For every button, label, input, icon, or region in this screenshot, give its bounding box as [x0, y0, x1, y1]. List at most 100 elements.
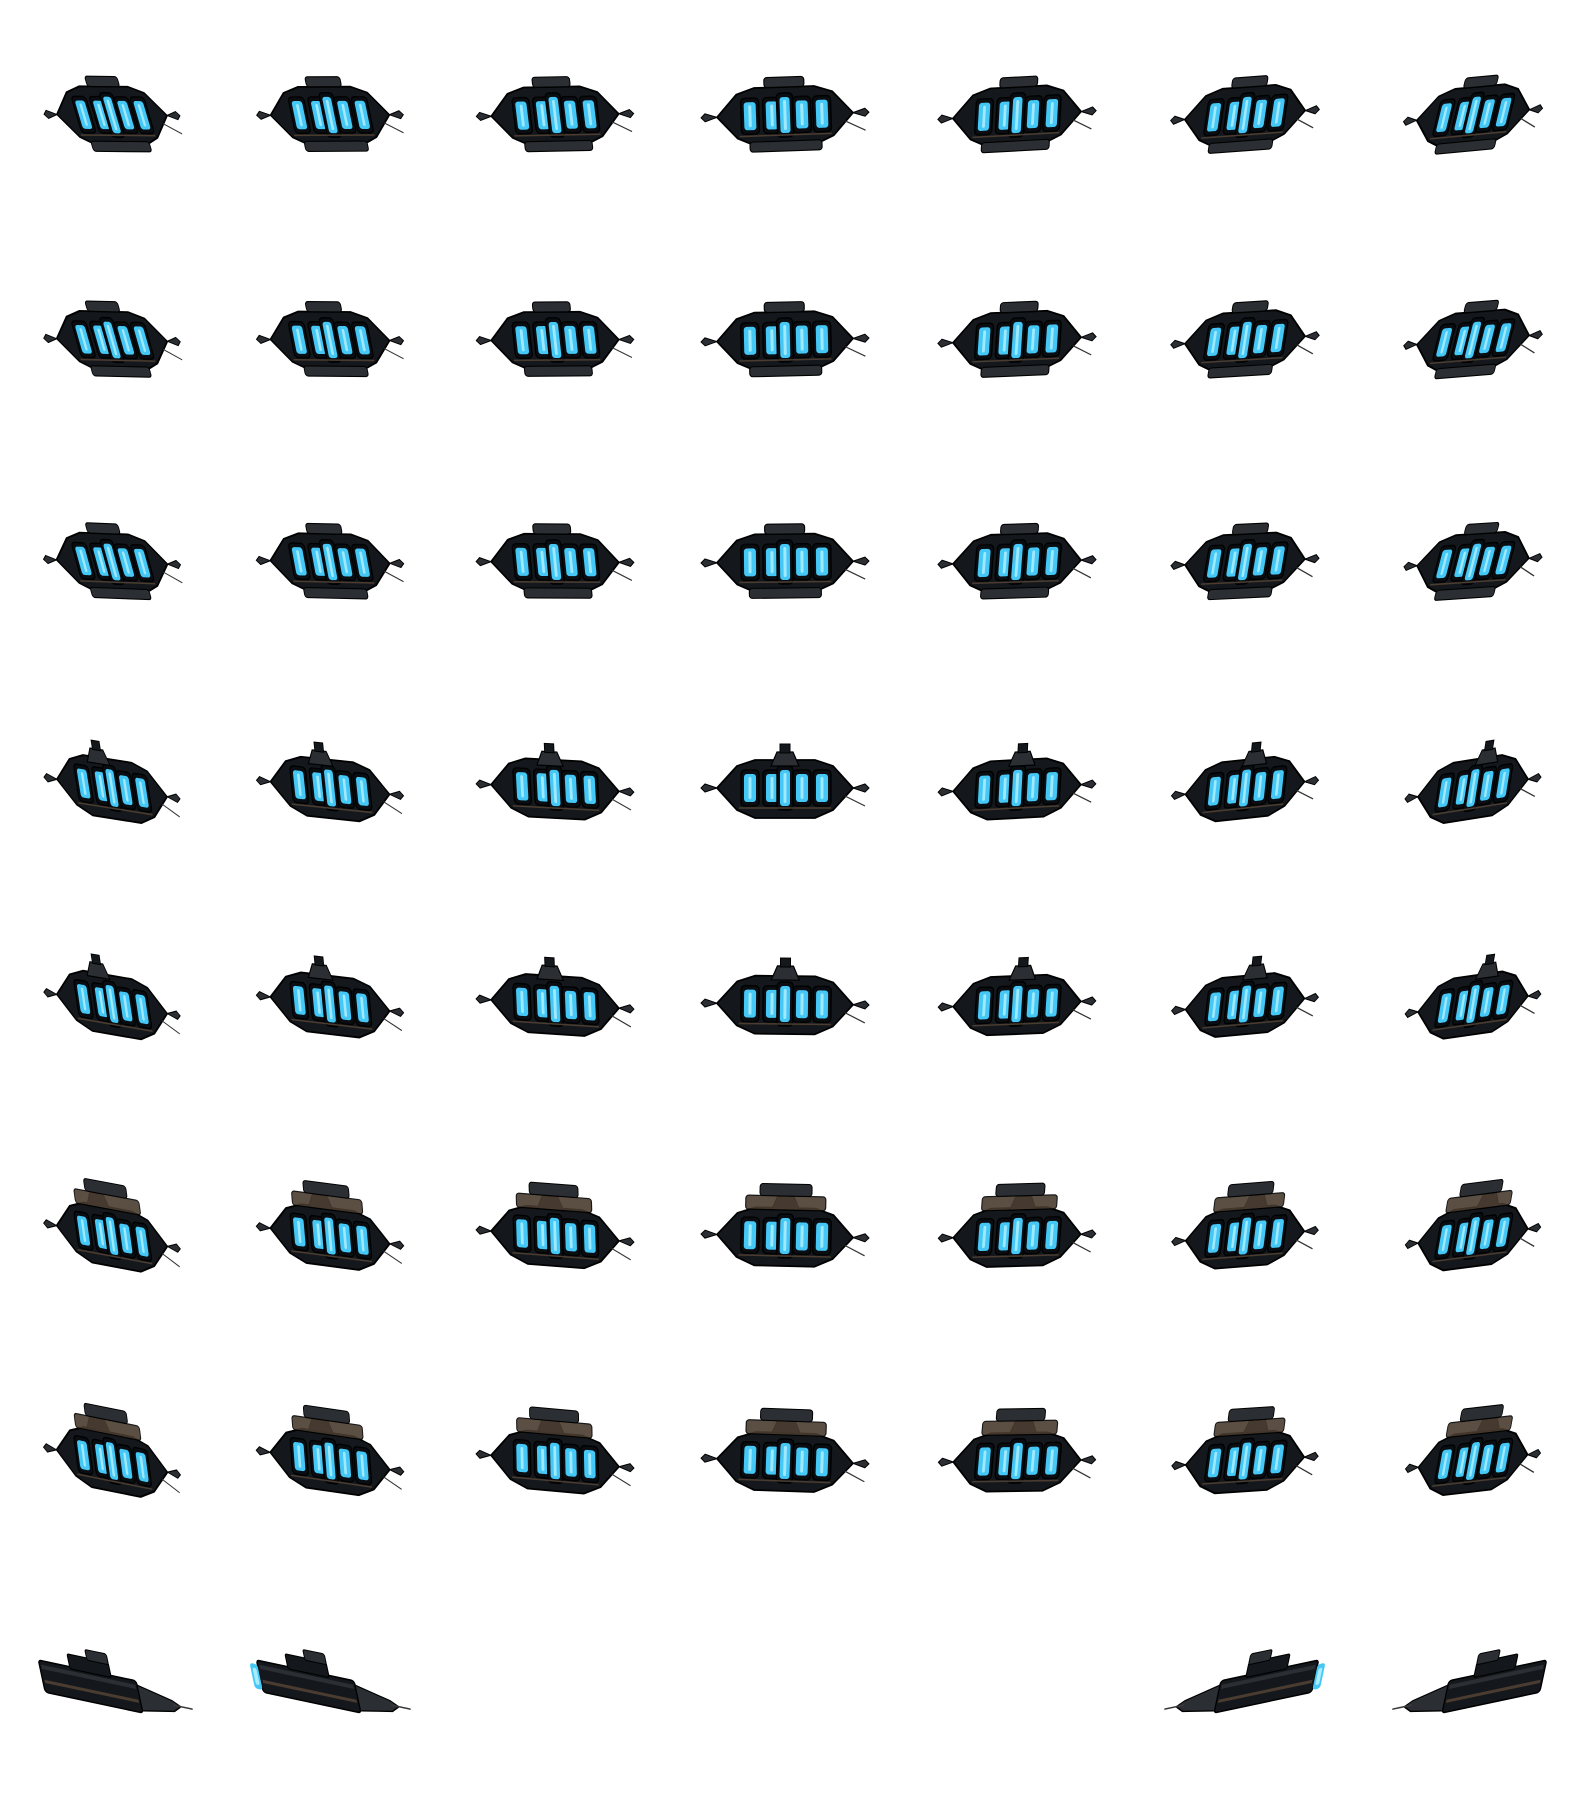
ship-sprite: [255, 1180, 405, 1271]
sprite-frame-r6-c3: [465, 1161, 645, 1311]
ship-sprite: [937, 300, 1097, 378]
sprite-frame-r7-c5: [927, 1386, 1107, 1536]
sprite-frame-r2-c1: [22, 265, 202, 415]
sprite-frame-r3-c5: [927, 487, 1107, 637]
ship-sprite: [1404, 953, 1542, 1040]
ship-sprite: [43, 953, 181, 1041]
sprite-frame-r5-c1: [22, 929, 202, 1079]
sprite-frame-r4-c1: [22, 713, 202, 863]
sprite-frame-r6-c2: [240, 1161, 420, 1311]
sprite-frame-r7-c1: [22, 1386, 202, 1536]
ship-sprite: [937, 1407, 1097, 1493]
ship-sprite: [475, 1181, 635, 1270]
ship-sprite: [256, 76, 404, 152]
sprite-frame-r7-c2: [240, 1386, 420, 1536]
ship-sprite: [475, 742, 635, 821]
ship-sprite: [700, 301, 870, 378]
sprite-frame-r5-c4: [695, 929, 875, 1079]
ship-sprite: [1171, 1406, 1319, 1495]
sprite-frame-r8-c6: [1155, 1615, 1335, 1765]
ship-sprite: [475, 523, 635, 599]
ship-sprite: [475, 301, 635, 377]
sprite-frame-r3-c6: [1155, 487, 1335, 637]
ship-sprite: [43, 739, 181, 824]
sprite-frame-r1-c1: [22, 40, 202, 190]
ship-sprite: [38, 1649, 193, 1714]
ship-sprite: [475, 1406, 635, 1495]
ship-sprite: [1170, 741, 1320, 823]
ship-sprite: [1171, 1180, 1319, 1270]
ship-sprite: [700, 1182, 870, 1268]
ship-sprite: [1403, 521, 1543, 601]
ship-sprite: [937, 956, 1097, 1037]
sprite-frame-r3-c3: [465, 487, 645, 637]
ship-sprite: [255, 955, 405, 1039]
ship-sprite: [1392, 1649, 1547, 1714]
sprite-frame-r8-c7: [1383, 1615, 1563, 1765]
ship-sprite: [937, 742, 1097, 821]
ship-sprite: [937, 522, 1097, 600]
ship-sprite: [1404, 1178, 1542, 1272]
ship-sprite: [43, 1178, 181, 1273]
sprite-frame-r2-c2: [240, 265, 420, 415]
sprite-frame-r7-c6: [1155, 1386, 1335, 1536]
ship-sprite: [43, 300, 183, 378]
sprite-frame-r4-c6: [1155, 713, 1335, 863]
ship-sprite: [250, 1649, 411, 1714]
ship-sprite: [1170, 522, 1320, 601]
sprite-frame-r2-c4: [695, 265, 875, 415]
sprite-frame-r6-c5: [927, 1161, 1107, 1311]
sprite-frame-r1-c6: [1155, 40, 1335, 190]
sprite-frame-r1-c3: [465, 40, 645, 190]
ship-sprite: [700, 957, 870, 1036]
ship-sprite: [42, 522, 183, 601]
sprite-frame-r4-c5: [927, 713, 1107, 863]
sprite-frame-r3-c4: [695, 487, 875, 637]
sprite-frame-r8-c1: [22, 1615, 202, 1765]
ship-sprite: [1164, 1649, 1325, 1714]
ship-sprite: [1404, 739, 1542, 824]
sprite-frame-r5-c2: [240, 929, 420, 1079]
sprite-frame-r5-c3: [465, 929, 645, 1079]
sprite-frame-r4-c4: [695, 713, 875, 863]
sprite-frame-r5-c5: [927, 929, 1107, 1079]
ship-sprite: [700, 1407, 870, 1493]
ship-sprite: [937, 1182, 1097, 1268]
ship-sprite: [1170, 75, 1320, 154]
ship-sprite: [1170, 300, 1320, 379]
sprite-frame-r1-c4: [695, 40, 875, 190]
sprite-frame-r7-c4: [695, 1386, 875, 1536]
sprite-frame-r2-c5: [927, 265, 1107, 415]
sprite-frame-r3-c2: [240, 487, 420, 637]
sprite-frame-r2-c3: [465, 265, 645, 415]
sprite-frame-r1-c5: [927, 40, 1107, 190]
sprite-frame-r4-c7: [1383, 713, 1563, 863]
ship-sprite: [255, 522, 405, 600]
ship-sprite: [255, 741, 405, 823]
ship-sprite: [475, 76, 635, 153]
ship-sprite: [700, 523, 870, 599]
sprite-frame-r6-c1: [22, 1161, 202, 1311]
sprite-frame-r4-c3: [465, 713, 645, 863]
ship-sprite: [43, 75, 183, 153]
sprite-frame-r6-c7: [1383, 1161, 1563, 1311]
sprite-frame-r3-c7: [1383, 487, 1563, 637]
ship-sprite: [1402, 74, 1544, 155]
ship-sprite: [1404, 1404, 1542, 1496]
sprite-frame-r5-c6: [1155, 929, 1335, 1079]
sprite-frame-r4-c2: [240, 713, 420, 863]
sprite-frame-r2-c6: [1155, 265, 1335, 415]
ship-sprite: [255, 301, 405, 378]
sprite-frame-r8-c2: [240, 1615, 420, 1765]
sprite-frame-r6-c6: [1155, 1161, 1335, 1311]
sprite-frame-r1-c7: [1383, 40, 1563, 190]
sprite-frame-r6-c4: [695, 1161, 875, 1311]
sprite-frame-r7-c7: [1383, 1386, 1563, 1536]
sprite-frame-r1-c2: [240, 40, 420, 190]
ship-sprite: [700, 743, 870, 819]
ship-sprite: [700, 75, 870, 153]
sprite-frame-r3-c1: [22, 487, 202, 637]
ship-sprite: [475, 956, 635, 1037]
ship-sprite: [255, 1404, 405, 1497]
